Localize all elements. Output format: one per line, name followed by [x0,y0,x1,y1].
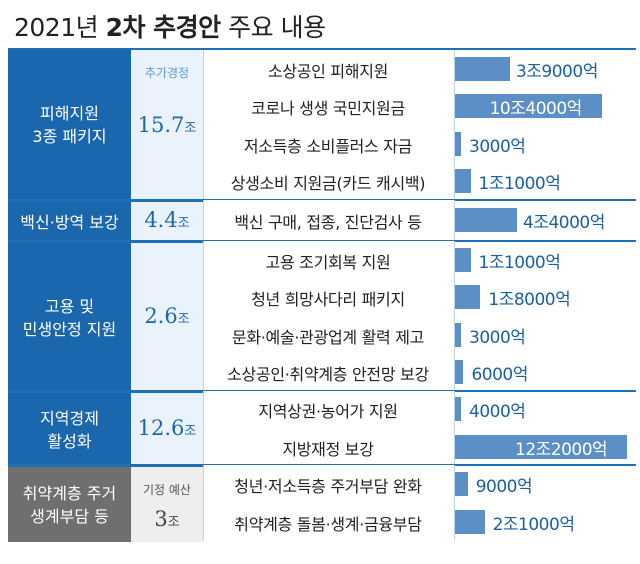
bar [455,359,464,384]
bar-value-label: 2조1000억 [492,514,575,535]
item-name: 소상공인 피해지원 [267,61,389,81]
bar-value-label: 12조2000억 [515,439,608,460]
title-year: 2021년 [14,13,106,42]
amount-value: 3조 [131,507,203,531]
bar-value-label: 1조1000억 [478,252,561,273]
section-5: 취약계층 주거 생계부담 등 기정 예산 3조 [8,465,203,543]
item-name: 취약계층 돌봄·생계·금융부담 [234,514,422,534]
bar [455,397,461,422]
title-emphasis: 2차 추경안 [105,13,222,42]
title-rest: 주요 내용 [220,13,326,42]
item-name: 지역상권·농어가 지원 [258,402,398,422]
amount-value: 2.6조 [131,304,203,328]
amount-value: 4.4조 [131,208,203,232]
bar-value-label: 6000억 [471,364,528,385]
amount-unit: 조 [167,514,180,530]
bar-value-label: 3000억 [469,136,526,157]
amount-cell: 12.6조 [131,392,203,468]
category-label: 고용 및 민생안정 지원 [8,243,131,393]
amount-unit: 조 [177,311,190,327]
item-name: 저소득층 소비플러스 자금 [243,136,413,156]
amount-cell: 2.6조 [131,243,203,393]
category-label: 지역경제 활성화 [8,392,131,468]
category-label: 백신·방역 보강 [8,201,131,243]
bar [455,208,518,233]
amount-number: 2.6 [144,303,178,328]
category-label: 취약계층 주거 생계부담 등 [8,467,131,543]
bar [455,322,461,347]
section-4: 지역경제 활성화 12.6조 [8,390,203,468]
item-name: 청년 희망사다리 패키지 [251,290,405,310]
amount-unit: 조 [177,216,190,232]
section-1: 피해지원 3종 패키지 추가경정 15.7조 [8,50,203,200]
bar [455,434,627,459]
item-name: 청년·저소득층 주거부담 완화 [234,477,422,497]
bar-value-label: 4000억 [469,402,526,423]
item-name: 고용 조기회복 지원 [265,252,391,272]
item-name: 상생소비 지원금(카드 캐시백) [230,173,426,193]
bar-value-label: 3000억 [469,327,526,348]
bar-value-label: 4조4000억 [523,213,605,234]
bar-value-label: 1조8000억 [488,290,571,311]
chart-title: 2021년 2차 추경안 주요 내용 [14,8,326,44]
items-column [203,241,455,391]
bar [455,472,468,497]
bar [455,247,471,272]
amount-number: 12.6 [137,415,185,440]
section-3: 고용 및 민생안정 지원 2.6조 [8,241,203,393]
items-column [203,465,455,541]
amount-cell: 기정 예산 3조 [131,467,203,543]
amount-unit: 조 [184,120,197,136]
item-name: 백신 구매, 접종, 진단검사 등 [234,213,422,233]
amount-unit: 조 [184,423,197,439]
category-label: 피해지원 3종 패키지 [8,50,131,200]
bar [455,56,510,81]
items-column [203,50,455,200]
budget-label: 기정 예산 [143,483,191,498]
amount-number: 4.4 [144,208,178,233]
items-column [203,199,455,241]
bar [455,285,481,310]
amount-value: 15.7조 [131,113,203,137]
bar [455,168,471,193]
amount-value: 12.6조 [131,416,203,440]
bar [455,509,485,534]
amount-cell: 추가경정 15.7조 [131,50,203,200]
title-rule [8,48,636,50]
item-name: 소상공인·취약계층 안전망 보강 [227,364,429,384]
items-column [203,390,455,466]
amount-number: 15.7 [137,112,185,137]
bar-value-label: 3조9000억 [515,61,598,82]
bar [455,131,461,156]
amount-number: 3 [154,506,168,531]
bar-value-label: 9000억 [475,477,533,498]
item-name: 지방재정 보강 [282,439,374,459]
item-name: 문화·예술·관광업계 활력 제고 [231,327,425,347]
item-name: 코로나 생생 국민지원금 [251,99,405,119]
supplementary-label: 추가경정 [144,66,190,80]
bar-value-label: 10조4000억 [489,99,583,120]
amount-cell: 4.4조 [131,201,203,243]
section-2: 백신·방역 보강 4.4조 [8,199,203,243]
bar [455,94,602,119]
bar-value-label: 1조1000억 [478,173,561,194]
